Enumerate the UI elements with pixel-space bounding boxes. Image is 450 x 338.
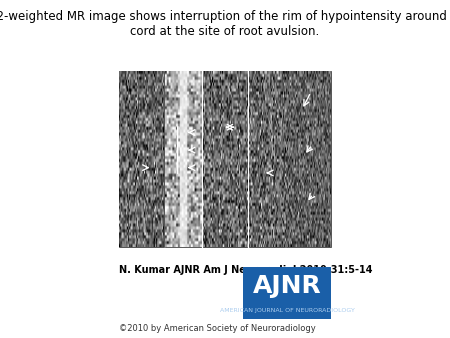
- FancyBboxPatch shape: [243, 267, 331, 319]
- Text: E: E: [288, 233, 293, 242]
- Text: C: C: [204, 233, 210, 242]
- Text: B: B: [166, 233, 172, 242]
- Text: D: D: [250, 233, 257, 242]
- Text: AJNR: AJNR: [253, 273, 322, 298]
- FancyBboxPatch shape: [248, 71, 285, 247]
- FancyBboxPatch shape: [286, 71, 331, 247]
- FancyBboxPatch shape: [165, 71, 202, 247]
- FancyBboxPatch shape: [119, 71, 164, 247]
- Text: N. Kumar AJNR Am J Neuroradiol 2010;31:5-14: N. Kumar AJNR Am J Neuroradiol 2010;31:5…: [119, 265, 372, 275]
- Text: ©2010 by American Society of Neuroradiology: ©2010 by American Society of Neuroradiol…: [119, 324, 315, 334]
- Text: A: A: [120, 233, 126, 242]
- Text: AMERICAN JOURNAL OF NEURORADIOLOGY: AMERICAN JOURNAL OF NEURORADIOLOGY: [220, 308, 355, 313]
- FancyBboxPatch shape: [202, 71, 248, 247]
- Text: A, Axial T2-weighted MR image shows interruption of the rim of hypointensity aro: A, Axial T2-weighted MR image shows inte…: [0, 10, 450, 38]
